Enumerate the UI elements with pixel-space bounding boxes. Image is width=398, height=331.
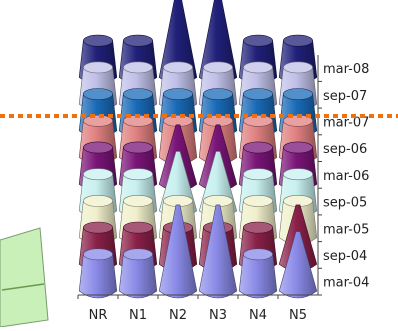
y-tick-label: sep-07 (323, 89, 367, 104)
cone-N5-mar-04 (278, 231, 318, 299)
y-tick-label: mar-05 (323, 222, 369, 237)
cone-N3-mar-04 (198, 204, 238, 299)
x-tick-label: NR (89, 308, 108, 323)
y-axis-ticks: mar-04 sep-04 mar-05 sep-05 mar-06 sep-06 mar-… (318, 62, 369, 296)
x-tick-label: N5 (289, 308, 307, 323)
x-tick-label: N2 (169, 308, 187, 323)
y-tick-label: mar-07 (323, 115, 369, 130)
cone-N2-mar-04 (158, 204, 198, 299)
cone-N4-mar-04 (238, 248, 278, 299)
y-tick-label: sep-06 (323, 142, 367, 157)
y-tick-label: sep-04 (323, 249, 367, 264)
cone-NR-mar-04 (78, 248, 118, 299)
y-tick-label: sep-05 (323, 196, 367, 211)
y-tick-label: mar-06 (323, 169, 369, 184)
back-wall (78, 55, 318, 295)
x-axis-ticks: NR N1 N2 N3 N4 N5 (77, 295, 307, 323)
y-tick-label: mar-08 (323, 62, 369, 77)
cones-group (78, 0, 318, 299)
x-tick-label: N1 (129, 308, 147, 323)
floor-panel-left (0, 227, 49, 328)
x-tick-label: N3 (209, 308, 227, 323)
x-tick-label: N4 (249, 308, 267, 323)
y-tick-label: mar-04 (323, 276, 369, 291)
cone-N1-mar-04 (118, 248, 158, 299)
